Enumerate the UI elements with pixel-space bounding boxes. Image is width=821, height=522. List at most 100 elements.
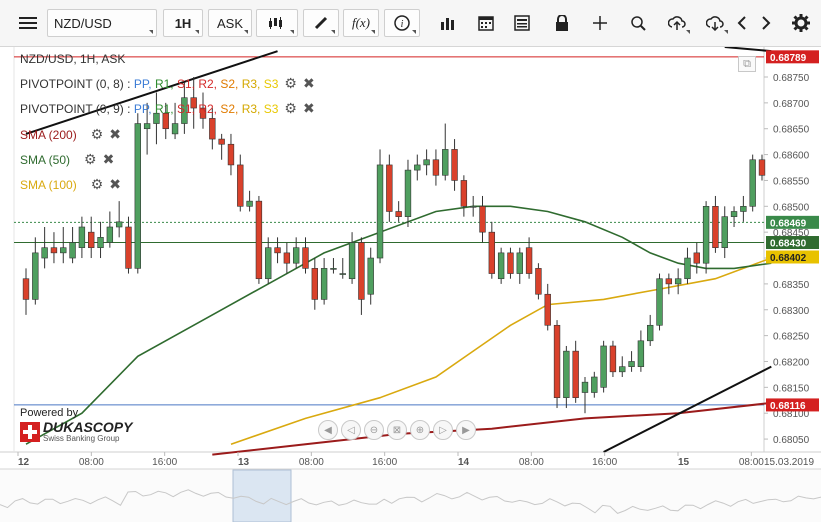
candle-body <box>460 180 468 207</box>
timeframe-selector[interactable]: 1H <box>163 9 203 37</box>
price-side-selector[interactable]: ASK <box>208 9 252 37</box>
candle-body <box>227 143 235 166</box>
step-right-icon[interactable]: ▷ <box>433 420 453 440</box>
candle-body <box>22 278 30 300</box>
chart-background <box>0 47 821 522</box>
pivot-item-r2: R2, <box>198 101 221 116</box>
scroll-left-icon[interactable]: ◀ <box>318 420 338 440</box>
close-icon[interactable]: ✖ <box>302 100 315 116</box>
candles-icon[interactable] <box>256 9 298 37</box>
gear-icon[interactable]: ⚙ <box>90 176 104 192</box>
x-tick-label: 13 <box>238 457 250 468</box>
zoom-in-icon[interactable]: ⊕ <box>410 420 430 440</box>
upload-icon[interactable] <box>660 9 694 37</box>
candle-body <box>106 226 114 243</box>
crosshair-icon[interactable] <box>584 9 616 37</box>
scroll-right-icon[interactable]: ▶ <box>456 420 476 440</box>
x-tick-label: 12 <box>18 457 30 468</box>
candle-body <box>693 252 700 264</box>
price-tag-bg <box>766 215 819 229</box>
lock-icon[interactable] <box>546 9 578 37</box>
candle-body <box>497 252 505 280</box>
candle-body <box>302 247 309 269</box>
zoom-icon[interactable] <box>622 9 654 37</box>
x-tick-label: 15 <box>678 457 690 468</box>
news-icon[interactable] <box>506 9 538 37</box>
navigator-window[interactable] <box>232 469 292 522</box>
step-left-icon[interactable]: ◁ <box>341 420 361 440</box>
symbol-selector[interactable]: NZD/USD <box>47 9 157 37</box>
candle-body <box>470 206 477 208</box>
candle-body <box>358 242 365 300</box>
legend-pivot-0: PIVOTPOINT (0, 8) : PP, R1, S1, R2, S2, … <box>20 75 315 92</box>
gear-icon[interactable]: ⚙ <box>284 75 297 91</box>
candle-body <box>563 350 570 398</box>
candle-body <box>544 293 551 326</box>
pivot-item-s3: S3 <box>263 101 279 116</box>
candle-body <box>628 361 635 367</box>
gear-icon[interactable]: ⚙ <box>90 126 104 142</box>
calendar-icon[interactable] <box>470 9 502 37</box>
candle-body <box>758 159 766 176</box>
pencil-icon[interactable] <box>303 9 339 37</box>
candle-body <box>237 164 244 207</box>
candle-body <box>721 216 728 248</box>
price-chart[interactable]: 0.68750 0.68700 0.68650 0.68600 0.68550 0.685… <box>0 47 821 522</box>
candle-body <box>600 345 607 388</box>
candle-body <box>749 159 756 207</box>
candle-body <box>376 164 384 259</box>
chevron-right-icon[interactable] <box>756 9 776 37</box>
candle-body <box>637 340 645 367</box>
close-icon[interactable]: ✖ <box>302 75 315 91</box>
candle-body <box>218 138 225 145</box>
gear-icon[interactable]: ⚙ <box>84 151 97 167</box>
candle-body <box>535 268 542 295</box>
candle-body <box>619 366 626 373</box>
close-icon[interactable]: ✖ <box>109 126 121 142</box>
pivot-item-s1: S1, <box>176 101 199 116</box>
popout-icon[interactable]: ⧉ <box>738 56 756 72</box>
timeframe-label: 1H <box>174 15 192 31</box>
close-icon[interactable]: ✖ <box>102 151 115 167</box>
download-icon[interactable] <box>698 9 732 37</box>
candle-body <box>255 200 263 280</box>
volume-bars-icon[interactable] <box>432 9 464 37</box>
candle-body <box>395 211 402 217</box>
candle-body <box>50 247 58 254</box>
gear-icon[interactable]: ⚙ <box>284 100 297 116</box>
function-icon[interactable]: f(x) <box>343 9 379 37</box>
candle-body <box>674 278 682 285</box>
price-tag-label: 0.68116 <box>770 401 806 412</box>
candle-body <box>339 273 346 275</box>
trendline-1 <box>603 365 772 453</box>
gear-icon[interactable] <box>786 9 816 37</box>
pivot-item-s2: S2, <box>220 101 242 116</box>
x-tick-label: 16:00 <box>372 457 397 468</box>
pivot-sep: : <box>123 76 134 91</box>
y-tick-label: 0.68600 <box>773 151 810 162</box>
candle-body <box>647 324 654 342</box>
y-tick-label: 0.68650 <box>773 125 810 136</box>
candle-body <box>525 247 533 274</box>
x-tick-label: 08:00 <box>739 457 764 468</box>
pivot-item-r2: R2, <box>198 76 221 91</box>
chart-nav-controls: ◀ ◁ ⊖ ⊠ ⊕ ▷ ▶ <box>318 420 476 440</box>
candle-body <box>274 247 281 254</box>
candle-body <box>69 242 76 259</box>
chevron-left-icon[interactable] <box>732 9 752 37</box>
info-icon[interactable]: i <box>384 9 420 37</box>
close-icon[interactable]: ✖ <box>109 176 121 192</box>
swiss-cross-icon <box>20 421 40 442</box>
pivot-item-pp: PP, <box>133 76 155 91</box>
zoom-out-icon[interactable]: ⊖ <box>364 420 384 440</box>
pivot-item-r1: R1, <box>154 76 177 91</box>
candle-body <box>32 252 39 300</box>
x-tick-label: 14 <box>458 457 470 468</box>
menu-icon[interactable] <box>12 9 44 37</box>
candle-body <box>702 206 710 264</box>
candle-body <box>348 242 356 280</box>
brand-tagline: Swiss Banking Group <box>43 434 120 443</box>
y-tick-label: 0.68250 <box>773 332 810 343</box>
reset-icon[interactable]: ⊠ <box>387 420 407 440</box>
legend-sma-100: SMA (100) ⚙ ✖ <box>20 176 121 193</box>
